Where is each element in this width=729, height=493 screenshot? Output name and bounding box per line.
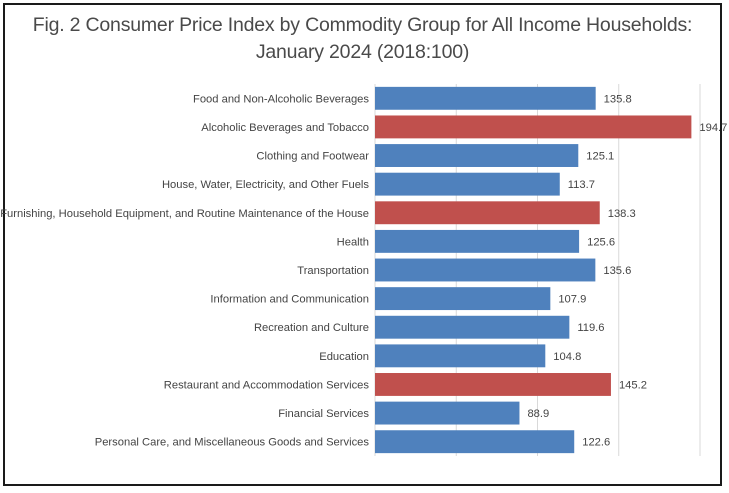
bar xyxy=(375,401,520,425)
category-label: Personal Care, and Miscellaneous Goods a… xyxy=(95,437,370,449)
chart-title-line2: January 2024 (2018:100) xyxy=(255,41,470,63)
value-label: 135.6 xyxy=(603,265,631,277)
bar xyxy=(375,201,600,225)
bar xyxy=(375,229,580,253)
category-labels: Food and Non-Alcoholic Beverages Alcoholi… xyxy=(0,93,369,448)
bar xyxy=(375,115,692,139)
category-label: Alcoholic Beverages and Tobacco xyxy=(201,122,369,134)
value-label: 119.6 xyxy=(577,322,604,334)
category-label: Health xyxy=(337,236,369,248)
bar xyxy=(375,86,596,110)
value-label: 138.3 xyxy=(608,208,636,220)
value-label: 88.9 xyxy=(527,408,549,420)
value-labels: 135.8 194.7 125.1 113.7 138.3 125.6 135.6 107.9… xyxy=(527,93,727,448)
category-label: Restaurant and Accommodation Services xyxy=(164,379,370,391)
value-label: 107.9 xyxy=(558,294,586,306)
bar xyxy=(375,344,546,368)
bar xyxy=(375,315,570,339)
value-label: 145.2 xyxy=(619,379,647,391)
bar xyxy=(375,287,551,311)
category-label: Information and Communication xyxy=(210,294,369,306)
category-label: Furnishing, Household Equipment, and Rou… xyxy=(0,208,369,220)
value-label: 122.6 xyxy=(582,437,610,449)
value-label: 194.7 xyxy=(699,122,727,134)
category-label: House, Water, Electricity, and Other Fue… xyxy=(162,179,369,191)
bar xyxy=(375,373,611,396)
value-label: 113.7 xyxy=(568,179,595,191)
value-label: 125.6 xyxy=(587,236,615,248)
chart-title: Fig. 2 Consumer Price Index by Commodity… xyxy=(0,12,725,66)
category-label: Clothing and Footwear xyxy=(256,151,369,163)
value-label: 104.8 xyxy=(553,351,581,363)
category-label: Financial Services xyxy=(278,408,369,420)
bar xyxy=(375,430,575,454)
chart-title-line1: Fig. 2 Consumer Price Index by Commodity… xyxy=(32,14,693,36)
category-label: Food and Non-Alcoholic Beverages xyxy=(193,93,369,105)
bars xyxy=(375,86,692,454)
category-label: Recreation and Culture xyxy=(254,322,369,334)
bar xyxy=(375,172,560,196)
category-label: Education xyxy=(319,351,369,363)
value-label: 125.1 xyxy=(586,151,614,163)
chart-frame xyxy=(3,3,722,486)
value-label: 135.8 xyxy=(604,93,632,105)
category-label: Transportation xyxy=(297,265,369,277)
bar xyxy=(375,258,596,282)
bar xyxy=(375,144,579,167)
